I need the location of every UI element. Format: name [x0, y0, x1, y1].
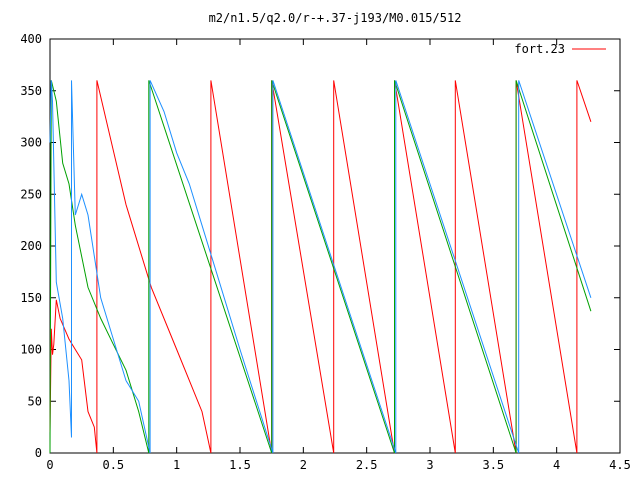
y-tick-label: 150: [20, 291, 42, 305]
series-line-1: [49, 80, 592, 454]
plot-frame: [49, 38, 621, 454]
y-tick-label: 250: [20, 187, 42, 201]
x-tick-label: 2: [300, 458, 307, 472]
y-tick-label: 50: [28, 394, 42, 408]
y-tick-label: 0: [35, 446, 42, 460]
y-tick-label: 350: [20, 84, 42, 98]
series-line-3: [49, 80, 592, 454]
series-line-2: [49, 80, 592, 454]
x-tick-label: 1.5: [229, 458, 251, 472]
legend-label: fort.23: [514, 42, 565, 56]
x-tick-label: 0: [46, 458, 53, 472]
chart-title: m2/n1.5/q2.0/r-+.37-j193/M0.015/512: [209, 11, 462, 25]
x-tick-label: 3.5: [482, 458, 504, 472]
legend: fort.23: [514, 42, 606, 56]
x-tick-label: 2.5: [356, 458, 378, 472]
y-tick-label: 300: [20, 136, 42, 150]
series-layer: [49, 80, 592, 454]
x-tick-label: 3: [426, 458, 433, 472]
x-tick-label: 0.5: [102, 458, 124, 472]
x-tick-label: 4.5: [609, 458, 631, 472]
axis-ticks: 0 0.5 1 1.5 2 2.5 3 3.5 4 4.5 0 50 100 150 200 250 300 35…: [20, 32, 631, 472]
y-tick-label: 400: [20, 32, 42, 46]
x-tick-label: 4: [553, 458, 560, 472]
x-tick-label: 1: [173, 458, 180, 472]
y-tick-label: 100: [20, 343, 42, 357]
y-tick-label: 200: [20, 239, 42, 253]
